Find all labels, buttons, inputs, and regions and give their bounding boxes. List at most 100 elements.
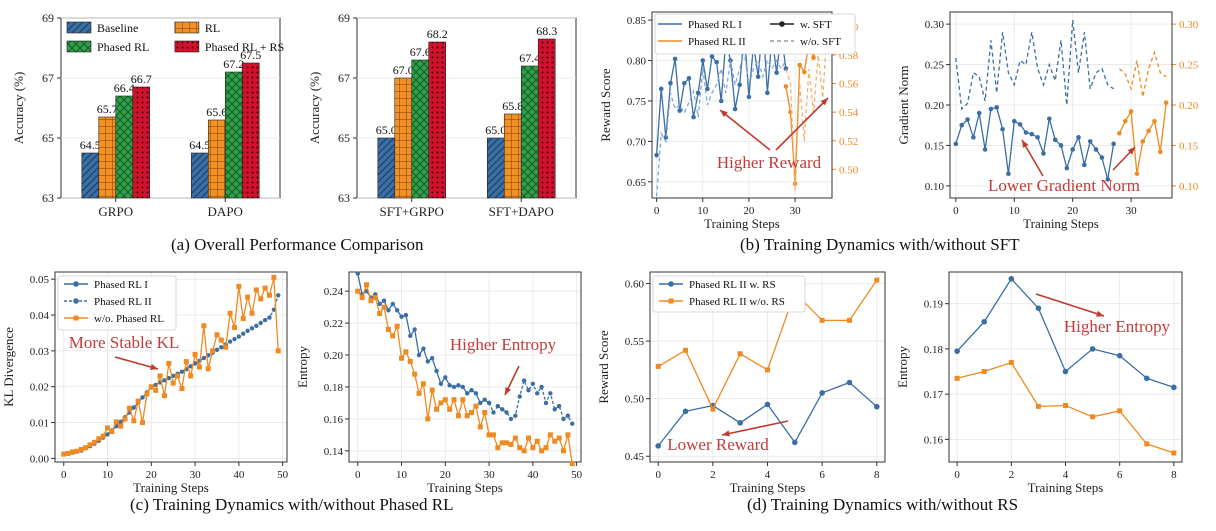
data-point <box>668 80 673 86</box>
x-tick-label: 10 <box>102 469 114 481</box>
data-point <box>1089 346 1096 352</box>
data-point <box>965 117 970 122</box>
legend-marker <box>779 21 785 27</box>
data-point <box>359 295 365 301</box>
data-point <box>1000 126 1005 132</box>
data-point <box>1163 100 1169 105</box>
bar-value-label: 67.2 <box>223 57 244 71</box>
data-point <box>746 94 752 100</box>
chart-b2: 0.10 0.15 0.20 0.25 0.30 0 10 20 30 0.10 0.15 0.20 0… <box>896 11 1199 231</box>
data-point <box>166 360 172 366</box>
data-point <box>1146 128 1151 134</box>
legend-swatch <box>66 40 92 53</box>
bar <box>394 77 413 199</box>
data-point <box>672 56 678 62</box>
data-point <box>65 450 71 456</box>
legend-swatch <box>174 21 200 34</box>
data-point <box>982 147 988 152</box>
y-tick-label: 0.45 <box>625 451 645 463</box>
data-point <box>249 326 255 331</box>
data-point <box>412 371 418 377</box>
data-point <box>556 435 562 441</box>
data-point <box>552 438 558 444</box>
data-point <box>539 384 544 390</box>
data-point <box>819 390 825 396</box>
data-point <box>1087 139 1093 144</box>
x-tick-label: 10 <box>396 469 408 481</box>
data-point <box>399 355 405 361</box>
plot-frame <box>348 271 582 463</box>
data-point <box>539 448 545 454</box>
data-point <box>271 307 277 312</box>
x-tick-label: SFT+GRPO <box>380 204 444 219</box>
y-tick-label: 0.20 <box>925 100 945 112</box>
data-point <box>460 397 466 403</box>
data-point <box>162 378 167 383</box>
data-point <box>386 308 391 313</box>
data-point <box>1152 118 1157 124</box>
data-point <box>91 439 97 445</box>
y-axis-label: Accuracy (%) <box>11 72 26 145</box>
data-point <box>1128 109 1134 114</box>
annotation-arrowhead <box>720 110 728 118</box>
chart-c1: 0.00 0.01 0.02 0.03 0.04 0.05 0 10 20 30 40 50 Train… <box>1 271 289 495</box>
data-point <box>530 381 536 386</box>
data-point <box>797 62 802 68</box>
data-point <box>543 400 549 406</box>
data-point <box>148 384 154 390</box>
data-point <box>381 298 387 303</box>
y-tick-label: 0.50 <box>625 394 645 406</box>
caption-c: (c) Training Dynamics with/without Phase… <box>130 495 454 514</box>
x-axis-label: Training Steps <box>427 480 503 495</box>
data-point <box>490 432 496 438</box>
chart-a2: 63 65 67 69 SFT+GRPO 65.0 67.0 67.6 68.2 SFT+DAPO… <box>307 11 577 219</box>
y-tick-label: 0.60 <box>625 279 645 291</box>
x-tick-label: 20 <box>1067 205 1079 217</box>
data-point <box>774 70 779 75</box>
data-point <box>105 432 110 437</box>
data-point <box>1029 131 1035 137</box>
data-point <box>205 366 211 372</box>
y2-tick-label: 0.10 <box>1179 181 1199 193</box>
chart-c2: 0.14 0.16 0.18 0.20 0.22 0.24 0 10 20 30 40 50 Train… <box>295 271 583 495</box>
data-point <box>1017 122 1023 127</box>
data-point <box>218 337 224 343</box>
annotation-arrow <box>114 356 159 370</box>
data-point <box>560 448 566 454</box>
series-line <box>655 52 787 197</box>
data-point <box>385 326 391 332</box>
series-line <box>955 106 1115 180</box>
data-point <box>499 440 505 446</box>
bar-value-label: 64.5 <box>80 138 101 152</box>
data-point <box>1064 165 1070 171</box>
data-point <box>196 364 202 370</box>
data-point <box>682 408 689 415</box>
x-tick-label: DAPO <box>208 204 243 219</box>
data-point <box>482 410 488 416</box>
bar-value-label: 65.0 <box>376 123 397 137</box>
data-point <box>140 420 146 426</box>
data-point <box>460 384 466 390</box>
annotation-arrowhead <box>505 387 512 395</box>
data-point <box>276 293 281 298</box>
data-point <box>227 310 233 316</box>
data-point <box>473 391 479 396</box>
y-tick-label: 69 <box>42 11 54 25</box>
caption-b: (b) Training Dynamics with/without SFT <box>740 235 1020 254</box>
data-point <box>473 403 479 409</box>
y-tick-label: 67 <box>338 71 350 85</box>
data-point <box>1047 116 1052 122</box>
legend-label: Phased RL <box>97 40 149 54</box>
plot-frame <box>649 271 886 463</box>
data-point <box>1062 368 1069 375</box>
data-point <box>78 446 84 452</box>
data-point <box>521 378 527 383</box>
x-tick-label: 20 <box>440 469 452 481</box>
data-point <box>420 381 426 387</box>
data-point <box>240 316 246 322</box>
data-point <box>131 405 136 410</box>
bar <box>487 137 505 199</box>
bar-value-label: 66.7 <box>131 72 152 86</box>
data-point <box>765 90 770 96</box>
data-point <box>355 288 361 294</box>
